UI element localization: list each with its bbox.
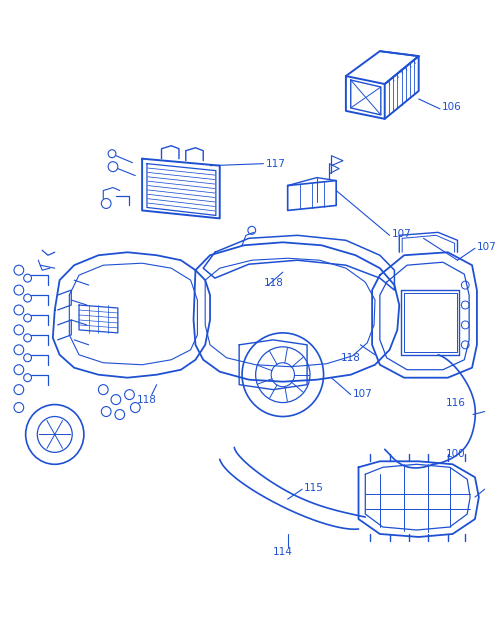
Text: 118: 118 xyxy=(264,278,283,288)
Text: 107: 107 xyxy=(352,389,372,399)
Text: 100: 100 xyxy=(446,449,466,459)
Text: 116: 116 xyxy=(446,397,466,408)
Text: 118: 118 xyxy=(138,395,157,405)
Text: 114: 114 xyxy=(273,547,293,557)
Text: 106: 106 xyxy=(442,102,462,112)
Text: 118: 118 xyxy=(341,353,361,363)
Text: 107: 107 xyxy=(477,242,496,252)
Text: 107: 107 xyxy=(392,230,411,239)
Text: 117: 117 xyxy=(266,159,285,168)
Text: 115: 115 xyxy=(304,483,324,493)
